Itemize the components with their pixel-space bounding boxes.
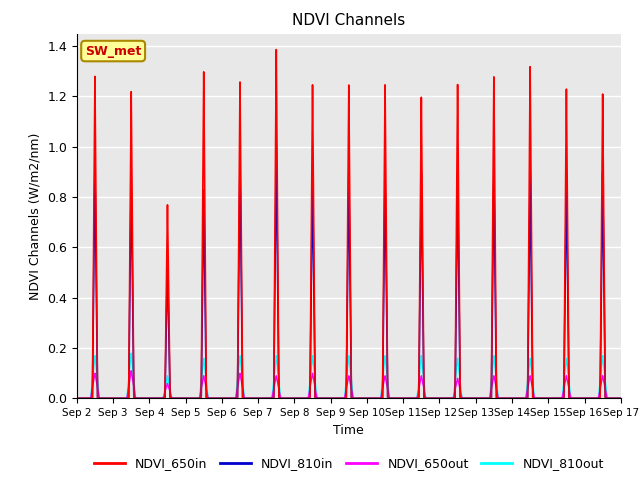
NDVI_810out xyxy=(361,396,369,401)
Legend: NDVI_650in, NDVI_810in, NDVI_650out, NDVI_810out: NDVI_650in, NDVI_810in, NDVI_650out, NDV… xyxy=(89,452,609,475)
NDVI_810in xyxy=(361,396,369,401)
NDVI_810in xyxy=(73,396,81,401)
NDVI_650out xyxy=(361,396,369,401)
Line: NDVI_810out: NDVI_810out xyxy=(77,353,621,398)
NDVI_810out xyxy=(192,396,200,401)
NDVI_810in xyxy=(90,237,98,242)
Text: SW_met: SW_met xyxy=(85,45,141,58)
NDVI_650out xyxy=(73,396,81,401)
NDVI_650out xyxy=(132,396,140,401)
NDVI_650in xyxy=(273,47,280,52)
NDVI_650out xyxy=(617,396,625,401)
NDVI_810out xyxy=(132,396,140,401)
Title: NDVI Channels: NDVI Channels xyxy=(292,13,405,28)
NDVI_650in xyxy=(204,396,211,401)
NDVI_650out xyxy=(192,396,200,401)
NDVI_650in xyxy=(361,396,369,401)
NDVI_810in xyxy=(273,144,280,150)
NDVI_810in xyxy=(617,396,625,401)
NDVI_810out xyxy=(90,361,98,367)
X-axis label: Time: Time xyxy=(333,424,364,437)
NDVI_810in xyxy=(132,396,140,401)
NDVI_810out xyxy=(127,350,135,356)
NDVI_810in xyxy=(192,396,200,401)
NDVI_650in xyxy=(617,396,625,401)
NDVI_810in xyxy=(204,396,211,401)
Line: NDVI_650in: NDVI_650in xyxy=(77,49,621,398)
NDVI_650in xyxy=(132,396,140,401)
NDVI_810out xyxy=(73,396,81,401)
Line: NDVI_650out: NDVI_650out xyxy=(77,371,621,398)
NDVI_810out xyxy=(617,396,625,401)
NDVI_650out xyxy=(90,375,98,381)
NDVI_650in xyxy=(545,396,552,401)
NDVI_650in xyxy=(90,177,98,183)
NDVI_650in xyxy=(73,396,81,401)
NDVI_650out xyxy=(204,392,211,398)
NDVI_650out xyxy=(127,368,135,373)
NDVI_810in xyxy=(545,396,552,401)
NDVI_650in xyxy=(192,396,200,401)
Line: NDVI_810in: NDVI_810in xyxy=(77,147,621,398)
NDVI_810out xyxy=(204,389,211,395)
NDVI_650out xyxy=(545,396,552,401)
Y-axis label: NDVI Channels (W/m2/nm): NDVI Channels (W/m2/nm) xyxy=(29,132,42,300)
NDVI_810out xyxy=(545,396,552,401)
